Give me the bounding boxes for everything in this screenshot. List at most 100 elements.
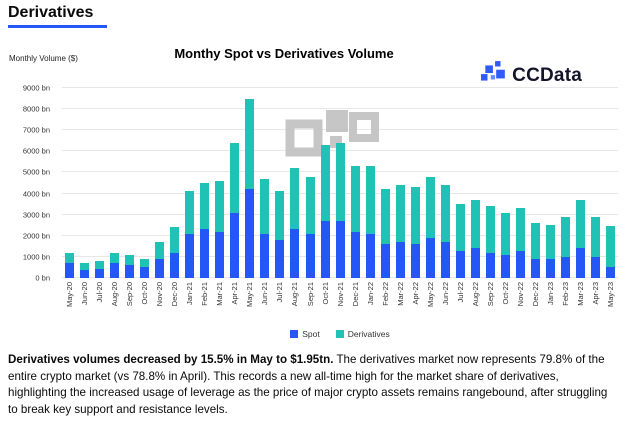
bar-segment-spot (80, 269, 90, 278)
bar-may-20[interactable] (62, 88, 77, 278)
plot-area (62, 87, 618, 278)
ccdata-logo: CCData (481, 60, 582, 91)
bar-segment-derivatives (65, 252, 75, 264)
bar-jul-21[interactable] (272, 88, 287, 278)
bar-nov-20[interactable] (152, 88, 167, 278)
bar-segment-spot (110, 263, 120, 278)
bar-segment-derivatives (485, 206, 495, 253)
bar-segment-derivatives (260, 178, 270, 234)
bar-segment-derivatives (350, 166, 360, 232)
bar-dec-22[interactable] (528, 88, 543, 278)
bar-segment-spot (485, 252, 495, 278)
bar-segment-spot (470, 248, 480, 278)
bar-segment-derivatives (95, 261, 105, 269)
legend-item-spot[interactable]: Spot (290, 329, 320, 339)
bar-segment-derivatives (155, 242, 165, 259)
bar-segment-derivatives (275, 191, 285, 240)
bar-jan-21[interactable] (182, 88, 197, 278)
bar-jan-22[interactable] (363, 88, 378, 278)
bar-feb-23[interactable] (558, 88, 573, 278)
y-tick-label: 8000 bn (22, 104, 50, 114)
bar-may-22[interactable] (423, 88, 438, 278)
x-tick-jan-23: Jan-23 (546, 282, 556, 305)
ccdata-logo-text: CCData (512, 64, 582, 86)
bar-segment-derivatives (395, 185, 405, 243)
bar-feb-21[interactable] (197, 88, 212, 278)
x-tick-jun-21: Jun-21 (260, 282, 270, 305)
x-tick-apr-23: Apr-23 (591, 282, 601, 305)
bar-segment-derivatives (140, 259, 150, 268)
bar-segment-derivatives (546, 225, 556, 259)
bar-oct-21[interactable] (318, 88, 333, 278)
legend-item-derivatives[interactable]: Derivatives (335, 329, 390, 339)
bar-jan-23[interactable] (543, 88, 558, 278)
x-tick-jun-22: Jun-22 (440, 282, 450, 305)
y-tick-label: 0 bn (35, 273, 50, 283)
x-tick-may-21: May-21 (245, 282, 255, 308)
bar-nov-21[interactable] (333, 88, 348, 278)
bar-segment-spot (230, 212, 240, 278)
bar-jul-20[interactable] (92, 88, 107, 278)
chart-card: Monthly Volume ($) Monthy Spot vs Deriva… (0, 40, 628, 342)
bar-sep-20[interactable] (122, 88, 137, 278)
bar-apr-23[interactable] (588, 88, 603, 278)
x-tick-feb-21: Feb-21 (200, 282, 210, 306)
legend-swatch-spot (290, 330, 299, 338)
y-axis-ticks: 0 bn 1000 bn 2000 bn 3000 bn 4000 bn 5000 bn 6… (0, 84, 56, 283)
bar-sep-21[interactable] (303, 88, 318, 278)
x-tick-sep-20: Sep-20 (125, 282, 135, 307)
bar-sep-22[interactable] (483, 88, 498, 278)
bar-apr-22[interactable] (408, 88, 423, 278)
bar-jun-21[interactable] (257, 88, 272, 278)
bar-apr-21[interactable] (227, 88, 242, 278)
bar-segment-derivatives (230, 142, 240, 213)
bar-jun-20[interactable] (77, 88, 92, 278)
bar-may-23[interactable] (603, 88, 618, 278)
bar-segment-spot (170, 252, 180, 278)
x-tick-may-20: May-20 (65, 282, 75, 308)
bar-segment-derivatives (305, 176, 315, 234)
x-axis-ticks: May-20 Jun-20 Jul-20 Aug-20 Sep-20 Oct-20 Nov-… (62, 282, 618, 326)
x-tick-dec-22: Dec-22 (530, 282, 540, 307)
bar-jul-22[interactable] (453, 88, 468, 278)
bar-dec-21[interactable] (348, 88, 363, 278)
bar-segment-spot (95, 268, 105, 278)
x-tick-mar-21: Mar-21 (215, 282, 225, 306)
bar-segment-spot (200, 229, 210, 278)
bar-segment-derivatives (500, 212, 510, 255)
bar-oct-20[interactable] (137, 88, 152, 278)
gridline (62, 87, 618, 88)
x-tick-sep-22: Sep-22 (485, 282, 495, 307)
bar-segment-spot (245, 189, 255, 278)
bar-segment-derivatives (110, 252, 120, 264)
x-tick-nov-21: Nov-21 (335, 282, 345, 307)
chart-title: Monthy Spot vs Derivatives Volume (174, 46, 394, 61)
bar-mar-22[interactable] (393, 88, 408, 278)
bar-dec-20[interactable] (167, 88, 182, 278)
bar-oct-22[interactable] (498, 88, 513, 278)
x-tick-oct-21: Oct-21 (320, 282, 330, 305)
bar-may-21[interactable] (242, 88, 257, 278)
bar-aug-22[interactable] (468, 88, 483, 278)
y-tick-label: 1000 bn (22, 252, 50, 262)
chart-legend: Spot Derivatives (62, 329, 618, 339)
bar-segment-derivatives (425, 176, 435, 238)
bar-nov-22[interactable] (513, 88, 528, 278)
bar-segment-derivatives (320, 145, 330, 221)
bar-segment-spot (380, 244, 390, 278)
x-tick-may-22: May-22 (425, 282, 435, 308)
bar-segment-derivatives (200, 183, 210, 230)
bar-aug-21[interactable] (287, 88, 302, 278)
bar-segment-derivatives (125, 254, 135, 266)
bar-aug-20[interactable] (107, 88, 122, 278)
bar-feb-22[interactable] (378, 88, 393, 278)
bar-mar-21[interactable] (212, 88, 227, 278)
bar-segment-derivatives (591, 216, 601, 257)
bar-segment-spot (591, 256, 601, 278)
legend-swatch-derivatives (335, 330, 344, 338)
bar-jun-22[interactable] (438, 88, 453, 278)
bar-segment-spot (260, 233, 270, 278)
bar-segment-spot (410, 244, 420, 278)
bar-mar-23[interactable] (573, 88, 588, 278)
x-tick-may-23: May-23 (606, 282, 616, 308)
